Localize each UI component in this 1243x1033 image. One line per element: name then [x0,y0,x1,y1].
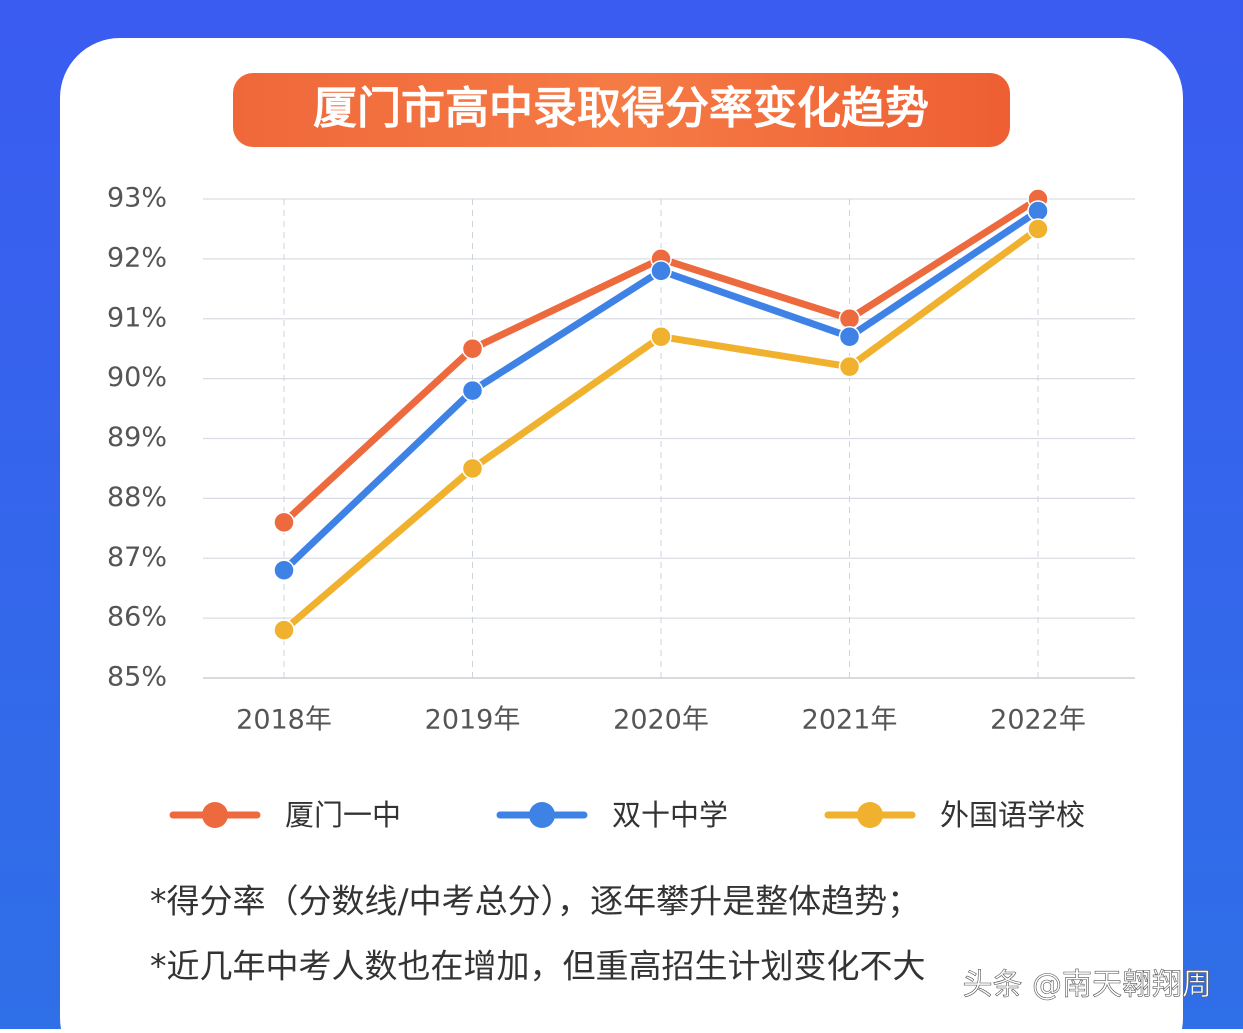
legend-label: 外国语学校 [940,798,1085,832]
point [838,325,861,348]
y-tick-label: 85% [107,662,167,693]
point [1027,218,1049,240]
point [650,260,672,282]
title-pill [233,73,1010,147]
y-tick-label: 92% [107,242,167,273]
legend-label: 厦门一中 [285,798,401,832]
legend-label: 双十中学 [612,798,728,832]
point [838,355,861,378]
y-tick-label: 86% [107,602,167,633]
point [461,457,484,480]
note: *得分率（分数线/中考总分），逐年攀升是整体趋势； [150,882,920,921]
point [650,325,672,348]
x-tick-label: 2022年 [990,705,1086,736]
x-tick-label: 2020年 [613,705,709,736]
point [461,337,484,360]
x-tick-label: 2021年 [802,705,898,736]
note: *近几年中考人数也在增加，但重高招生计划变化不大 [150,947,926,986]
point [273,619,295,641]
y-tick-label: 91% [107,302,167,333]
point [461,379,484,402]
legend-swatch-dot [202,802,228,828]
point [273,511,295,534]
point [1027,200,1049,222]
watermark: 头条 @南天翱翔周 [962,968,1212,1003]
point [273,559,295,581]
card [60,38,1183,1033]
y-tick-label: 89% [107,422,167,453]
y-tick-label: 90% [107,362,167,393]
y-tick-label: 88% [107,482,167,513]
y-tick-label: 93% [107,183,167,214]
chart-title: 厦门市高中录取得分率变化趋势 [313,83,929,134]
x-tick-label: 2019年 [425,705,521,736]
legend-swatch-dot [529,802,555,828]
legend-swatch-dot [857,802,883,828]
y-tick-label: 87% [107,542,167,573]
x-tick-label: 2018年 [236,705,332,736]
point [838,308,861,330]
